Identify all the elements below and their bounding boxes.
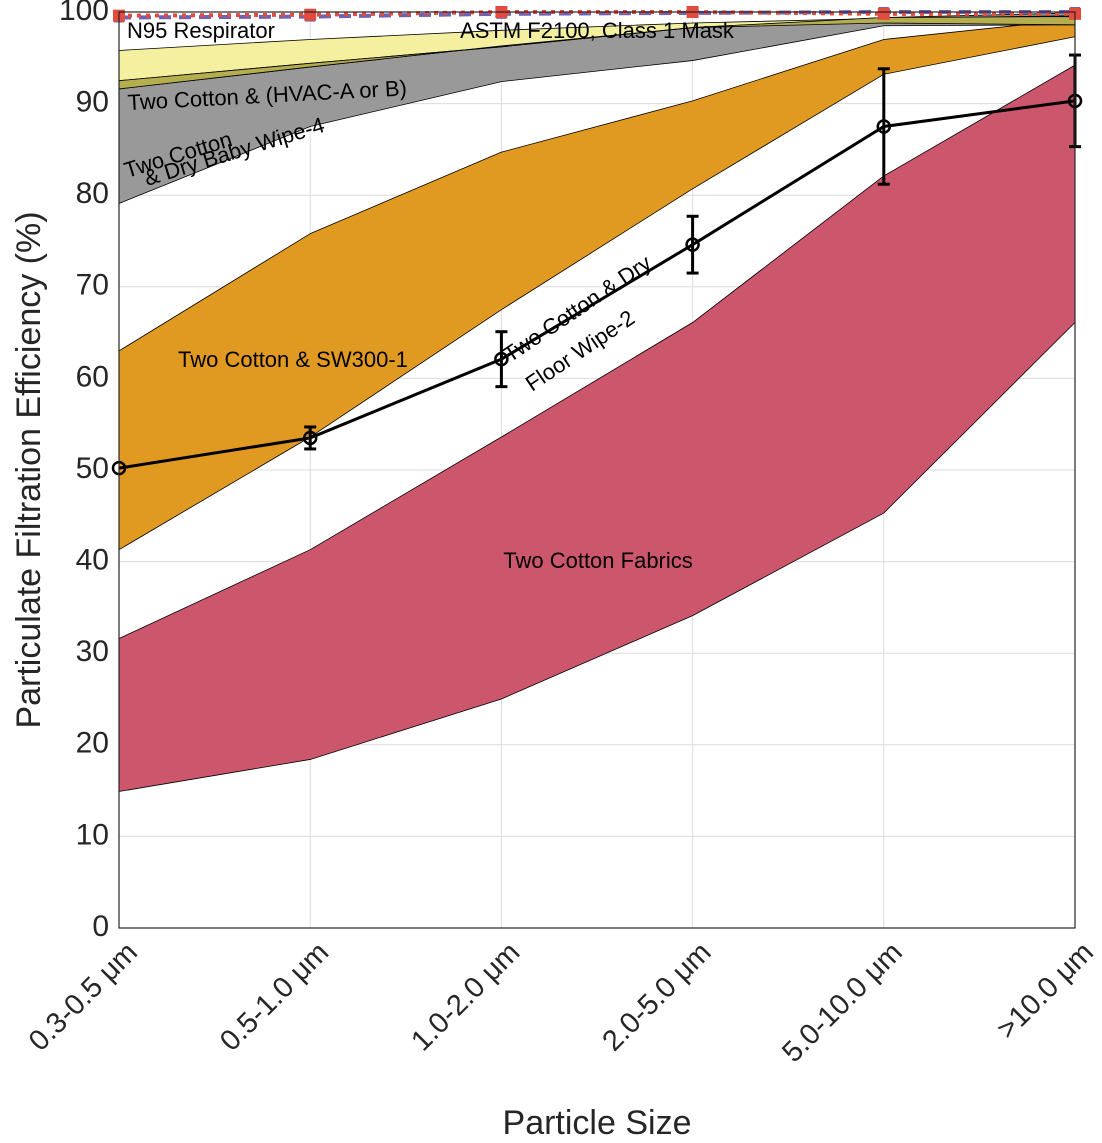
y-tick-labels: 0 10 20 30 40 50 60 70 80 90 100 [59, 0, 109, 943]
x-tick-label: 5.0-10.0 μm [776, 936, 908, 1068]
y-tick-label: 50 [76, 452, 109, 485]
annotation-fabrics: Two Cotton Fabrics [503, 548, 693, 573]
n95-point [877, 7, 890, 20]
annotation-astm: ASTM F2100, Class 1 Mask [460, 18, 735, 43]
annotation-n95: N95 Respirator [127, 18, 275, 43]
y-tick-label: 70 [76, 269, 109, 302]
x-tick-labels: 0.3-0.5 μm 0.5-1.0 μm 1.0-2.0 μm 2.0-5.0 μm… [23, 936, 1100, 1068]
x-tick-label: >10.0 μm [991, 936, 1100, 1045]
floor-wipe-line [118, 99, 1076, 470]
floor-wipe-point [302, 430, 318, 446]
y-tick-label: 100 [59, 0, 109, 27]
y-tick-label: 0 [92, 910, 109, 943]
x-tick-label: 1.0-2.0 μm [405, 936, 526, 1057]
floor-wipe-point [494, 351, 509, 367]
annotation-sw300: Two Cotton & SW300-1 [178, 347, 408, 372]
plot-frame [118, 11, 1076, 929]
y-tick-label: 40 [76, 544, 109, 577]
x-tick-label: 0.5-1.0 μm [214, 936, 335, 1057]
y-tick-label: 10 [76, 818, 109, 851]
floor-wipe-point [876, 119, 892, 134]
x-tick-label: 2.0-5.0 μm [596, 936, 717, 1057]
y-tick-label: 60 [76, 360, 109, 393]
y-tick-label: 30 [76, 635, 109, 668]
x-axis-title: Particle Size [503, 1104, 692, 1142]
y-tick-label: 90 [76, 86, 109, 119]
y-tick-label: 20 [76, 727, 109, 760]
floor-wipe-point [685, 237, 700, 252]
n95-point [304, 8, 317, 21]
x-tick-label: 0.3-0.5 μm [23, 936, 144, 1057]
y-tick-label: 80 [76, 177, 109, 210]
y-axis-title: Particulate Filtration Efficiency (%) [10, 211, 48, 728]
